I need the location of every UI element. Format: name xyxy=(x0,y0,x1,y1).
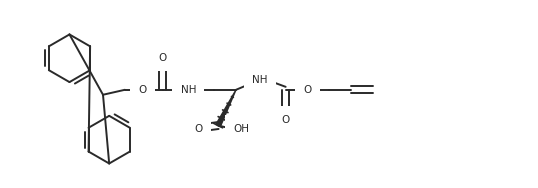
Text: NH: NH xyxy=(252,75,267,85)
Text: OH: OH xyxy=(233,124,249,133)
Text: NH: NH xyxy=(181,85,196,95)
Text: O: O xyxy=(281,114,290,125)
Text: O: O xyxy=(194,124,202,133)
Text: O: O xyxy=(139,85,147,95)
Text: O: O xyxy=(303,85,312,95)
Text: O: O xyxy=(158,53,167,63)
Polygon shape xyxy=(216,90,236,127)
